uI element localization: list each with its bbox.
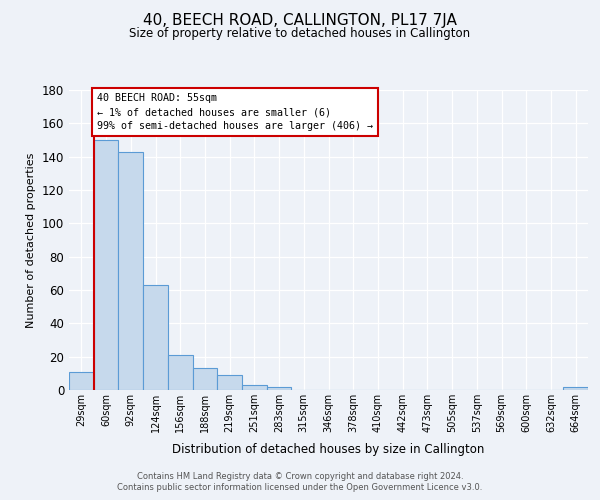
- Text: Contains HM Land Registry data © Crown copyright and database right 2024.: Contains HM Land Registry data © Crown c…: [137, 472, 463, 481]
- Y-axis label: Number of detached properties: Number of detached properties: [26, 152, 36, 328]
- Bar: [94, 140, 118, 390]
- Bar: [193, 368, 217, 390]
- Bar: [242, 385, 267, 390]
- Bar: [217, 375, 242, 390]
- Text: 40, BEECH ROAD, CALLINGTON, PL17 7JA: 40, BEECH ROAD, CALLINGTON, PL17 7JA: [143, 12, 457, 28]
- Bar: [267, 386, 292, 390]
- Bar: [69, 372, 94, 390]
- Bar: [168, 355, 193, 390]
- X-axis label: Distribution of detached houses by size in Callington: Distribution of detached houses by size …: [172, 444, 485, 456]
- Text: Contains public sector information licensed under the Open Government Licence v3: Contains public sector information licen…: [118, 484, 482, 492]
- Text: 40 BEECH ROAD: 55sqm
← 1% of detached houses are smaller (6)
99% of semi-detache: 40 BEECH ROAD: 55sqm ← 1% of detached ho…: [97, 94, 373, 132]
- Text: Size of property relative to detached houses in Callington: Size of property relative to detached ho…: [130, 28, 470, 40]
- Bar: [563, 386, 588, 390]
- Bar: [118, 152, 143, 390]
- Bar: [143, 285, 168, 390]
